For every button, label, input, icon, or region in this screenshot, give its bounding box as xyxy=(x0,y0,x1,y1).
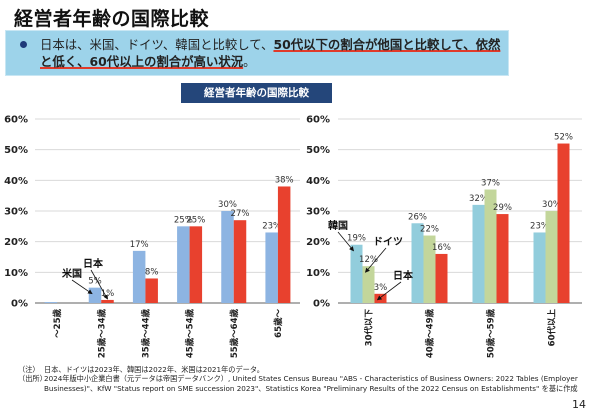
bar-ドイツ xyxy=(484,189,497,303)
data-label: 19% xyxy=(347,234,366,244)
annotation-arrow xyxy=(364,247,387,273)
data-label: 30% xyxy=(218,200,237,210)
data-label: 23% xyxy=(530,221,549,231)
bar-韓国 xyxy=(472,204,485,303)
bar-韓国 xyxy=(411,223,424,303)
bar-ドイツ xyxy=(545,211,558,303)
y-tick-label: 0% xyxy=(313,299,330,310)
bar-韓国 xyxy=(350,244,363,303)
annotation-arrow xyxy=(376,281,402,301)
x-tick-label: 50歳～59歳 xyxy=(486,309,497,359)
summary-plain: 日本は、米国、ドイツ、韓国と比較して、 xyxy=(40,37,274,52)
x-tick-label: 65歳～ xyxy=(273,309,284,338)
bar-日本 xyxy=(189,226,203,303)
data-label: 1% xyxy=(101,289,115,299)
y-tick-label: 20% xyxy=(306,237,330,248)
x-tick-label: ～25歳 xyxy=(52,309,63,338)
chart-banner: 経営者年齢の国際比較 xyxy=(181,83,332,103)
y-tick-label: 50% xyxy=(4,145,28,156)
annotation-arrow xyxy=(337,231,355,252)
page-title: 経営者年齢の国際比較 xyxy=(14,8,210,30)
data-label: 8% xyxy=(145,267,159,277)
y-tick-label: 20% xyxy=(4,237,28,248)
charts-svg: 0% 10% 20% 30% 40% 50% 60% ～25歳 5% 1% 25歳～34歳 17% 8%… xyxy=(4,115,582,359)
data-label: 25% xyxy=(186,215,205,225)
series-annotation: 米国 xyxy=(62,267,82,280)
source-text: 2024年版中小企業白書（元データは帝国データバンク）, United Stat… xyxy=(44,374,578,393)
y-tick-label: 50% xyxy=(306,145,330,156)
summary-emphasis: 50代以下の割合が他国と比較して、依然と低く、60代以上の割合が高い状況 xyxy=(40,37,501,69)
data-label: 27% xyxy=(231,209,250,219)
note-label: （注） xyxy=(18,365,40,374)
annotation-arrow xyxy=(90,269,108,300)
bullet-icon xyxy=(20,41,27,48)
bar-日本 xyxy=(233,220,247,303)
bar-日本 xyxy=(101,299,114,303)
series-annotation: 日本 xyxy=(83,257,104,270)
bar-日本 xyxy=(496,214,509,303)
x-tick-label: 45歳～54歳 xyxy=(185,309,196,359)
bar-日本 xyxy=(374,293,387,303)
data-label: 26% xyxy=(408,212,427,222)
data-label: 3% xyxy=(374,283,388,293)
data-label: 22% xyxy=(420,225,439,235)
bar-米国 xyxy=(44,302,58,303)
x-tick-label: 60代以上 xyxy=(547,309,558,347)
series-annotation: ドイツ xyxy=(373,236,403,248)
bar-米国 xyxy=(221,211,234,303)
bar-米国 xyxy=(88,287,102,303)
note-text: 日本、ドイツは2023年、韓国は2022年、米国は2021年のデータ。 xyxy=(44,365,264,374)
data-label: 23% xyxy=(262,221,281,231)
series-annotation: 日本 xyxy=(393,269,414,282)
data-label: 52% xyxy=(554,133,573,143)
bar-日本 xyxy=(557,143,570,303)
x-tick-label: 30代以下 xyxy=(364,309,375,347)
y-tick-label: 40% xyxy=(4,176,28,187)
bar-米国 xyxy=(265,232,278,303)
data-label: 12% xyxy=(359,255,378,265)
y-tick-label: 0% xyxy=(11,299,28,310)
data-label: 29% xyxy=(493,203,512,213)
y-tick-label: 60% xyxy=(306,115,330,126)
bar-韓国 xyxy=(533,232,546,303)
data-label: 30% xyxy=(542,200,561,210)
y-tick-label: 10% xyxy=(4,268,28,279)
data-label: 17% xyxy=(130,240,149,250)
data-label: 32% xyxy=(469,194,488,204)
y-tick-label: 10% xyxy=(306,268,330,279)
series-annotation: 韓国 xyxy=(328,219,348,232)
annotation-arrow xyxy=(71,279,93,295)
source-label: （出所） xyxy=(18,374,47,384)
y-tick-label: 60% xyxy=(4,115,28,126)
x-tick-label: 25歳～34歳 xyxy=(96,309,107,359)
data-label: 37% xyxy=(481,179,500,189)
y-tick-label: 40% xyxy=(306,176,330,187)
data-label: 38% xyxy=(275,175,294,185)
x-tick-label: 55歳～64歳 xyxy=(229,309,240,359)
page-number: 14 xyxy=(572,398,586,411)
footnotes: （注） 日本、ドイツは2023年、韓国は2022年、米国は2021年のデータ。 （… xyxy=(18,365,578,393)
y-tick-label: 30% xyxy=(306,207,330,218)
summary-text: 日本は、米国、ドイツ、韓国と比較して、50代以下の割合が他国と比較して、依然と低… xyxy=(40,36,510,70)
bar-ドイツ xyxy=(362,266,375,303)
bar-日本 xyxy=(435,253,448,303)
data-label: 5% xyxy=(88,277,102,287)
bar-米国 xyxy=(132,250,146,303)
bar-日本 xyxy=(145,278,158,303)
bar-ドイツ xyxy=(423,235,436,303)
bar-米国 xyxy=(177,226,190,303)
summary-end: 。 xyxy=(243,54,256,69)
x-tick-label: 35歳～44歳 xyxy=(140,309,151,359)
bar-日本 xyxy=(277,186,291,303)
y-tick-label: 30% xyxy=(4,207,28,218)
data-label: 25% xyxy=(174,215,193,225)
x-tick-label: 40歳～49歳 xyxy=(425,309,436,359)
summary-box: 日本は、米国、ドイツ、韓国と比較して、50代以下の割合が他国と比較して、依然と低… xyxy=(5,30,509,76)
data-label: 16% xyxy=(432,243,451,253)
